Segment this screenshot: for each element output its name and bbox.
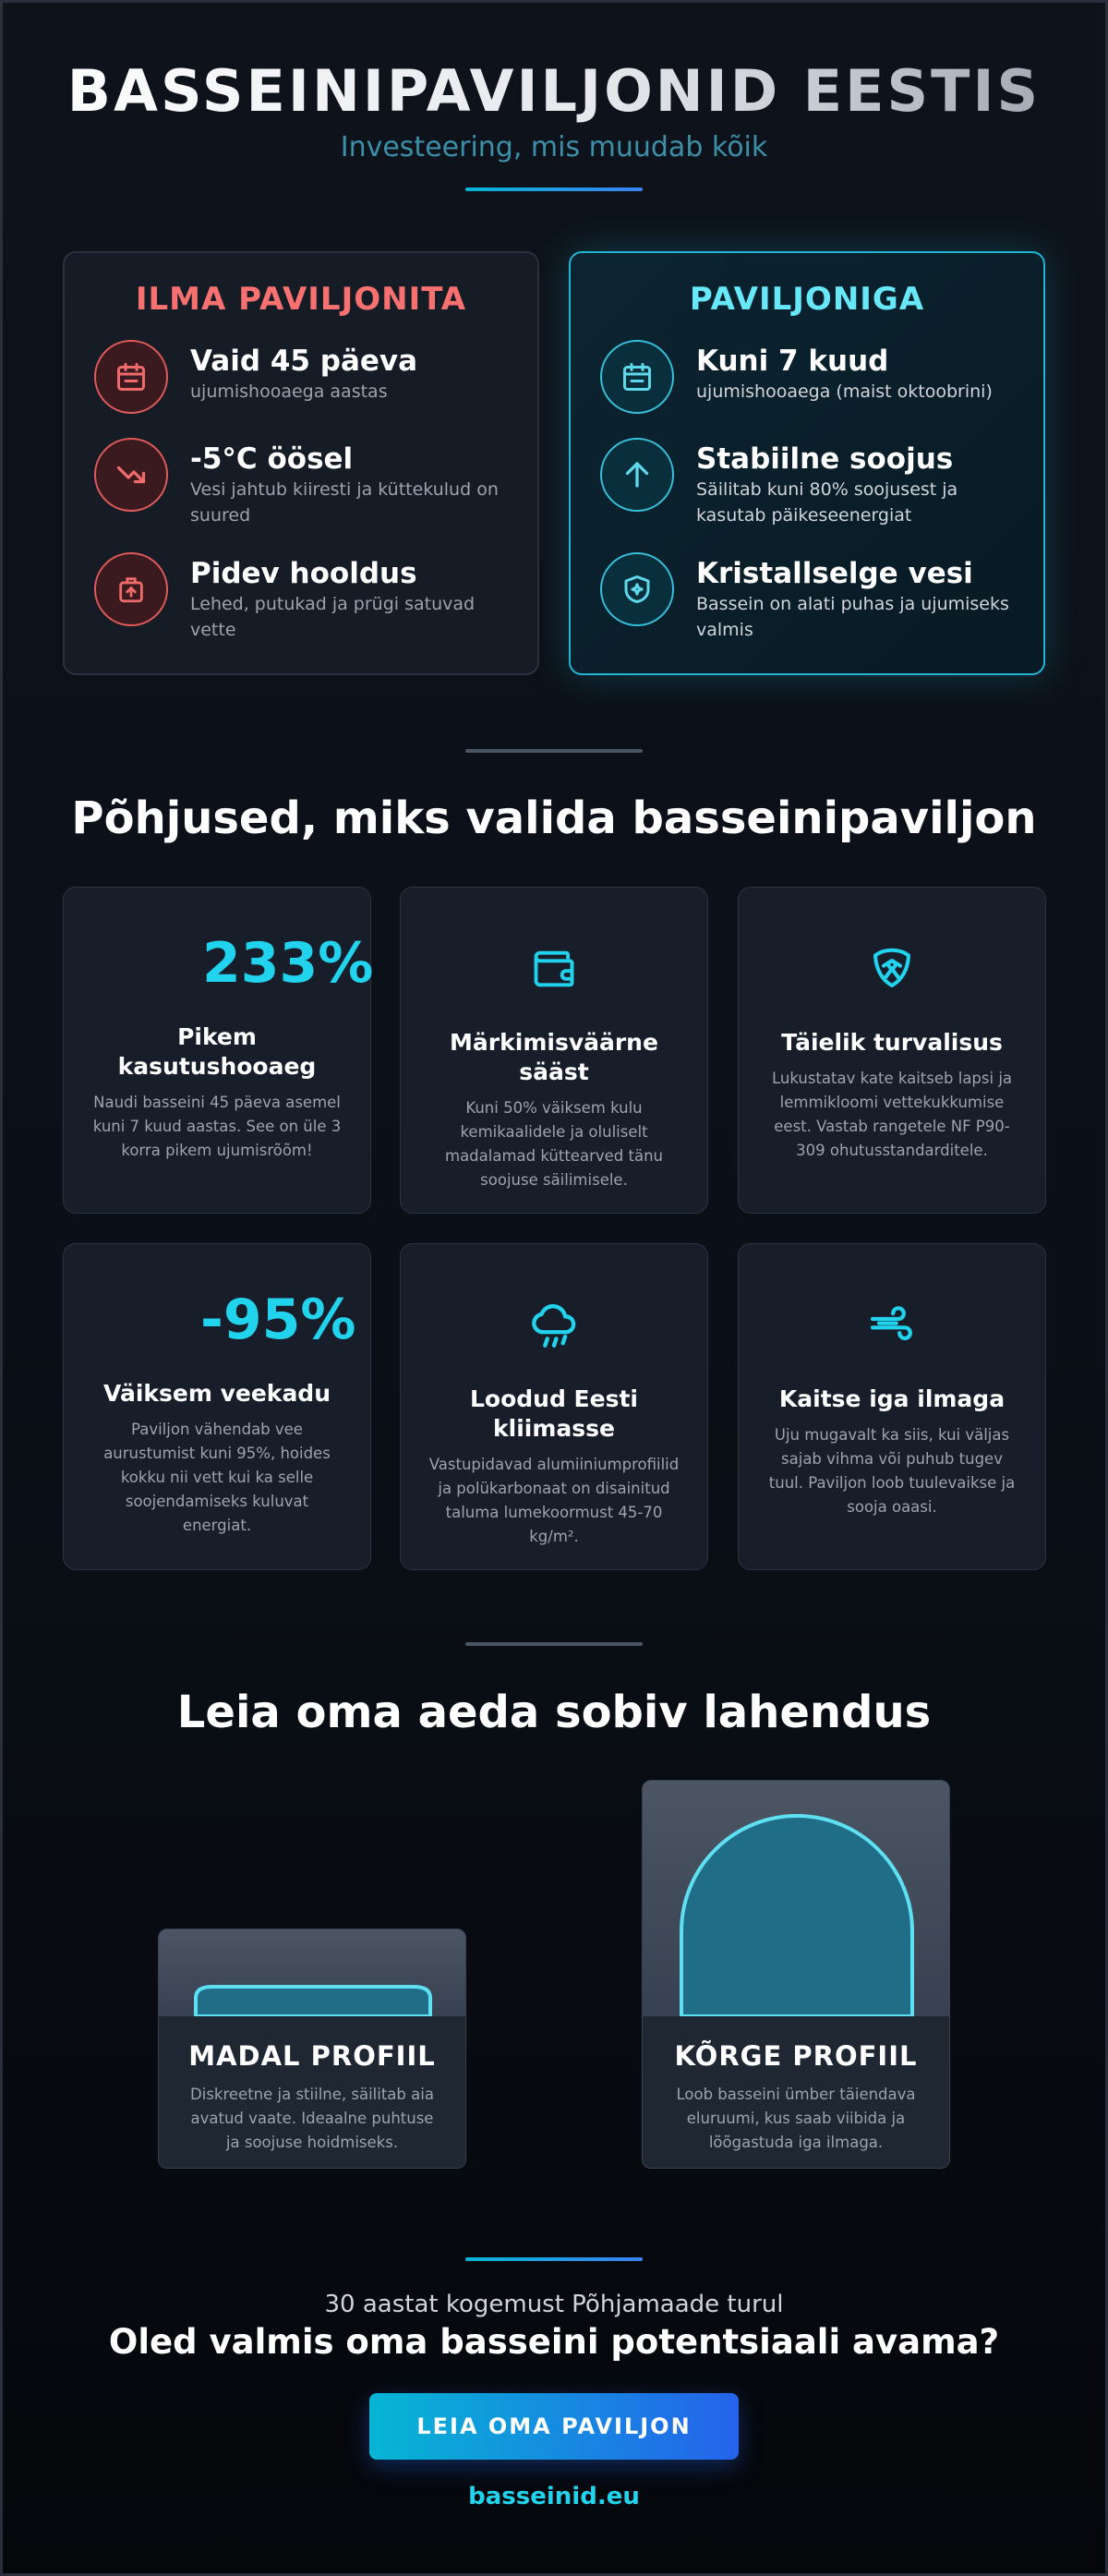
high-profile-card: KÕRGE PROFIIL Loob basseini ümber täiend… [642,1780,950,2169]
without-item: -5°C öösel Vesi jahtub kiiresti ja kütte… [94,438,508,528]
reasons-heading: Põhjused, miks valida basseinipaviljon [71,792,1037,844]
calendar-icon [94,340,168,414]
reason-card-title: Märkimisväärne sääst [450,1029,658,1085]
with-item-title: Kuni 7 kuud [696,345,889,378]
reason-card-desc: Paviljon vähendab vee aurustumist kuni 9… [103,1421,331,1534]
reason-card-title: Loodud Eesti kliimasse [469,1385,638,1442]
reason-card-title: Väiksem veekadu [102,1380,331,1407]
trending-down-icon [94,438,168,512]
low-profile-illustration [159,1929,465,2016]
page-title: BASSEINIPAVILJONID EESTIS [0,57,1108,125]
high-profile-illustration [643,1781,949,2016]
reason-card: 233% Pikem kasutushooaeg Naudi basseini … [63,887,374,1214]
with-item-title: Kristallselge vesi [696,557,973,590]
low-profile-title: MADAL PROFIIL [188,2040,436,2072]
without-item: Vaid 45 päeva ujumishooaega aastas [94,340,508,414]
calendar-icon [600,340,674,414]
high-profile-desc: Loob basseini ümber täiendava eluruumi, … [676,2086,916,2151]
page-subtitle: Investeering, mis muudab kõik [340,131,768,163]
cloud-rain-icon [428,1292,680,1359]
find-pavilion-button[interactable]: LEIA OMA PAVILJON [369,2393,739,2460]
divider [465,187,643,191]
with-item: Kristallselge vesi Bassein on alati puha… [600,552,1014,643]
reason-card-title: Pikem kasutushooaeg [117,1023,317,1080]
with-item-desc: Bassein on alati puhas ja ujumiseks valm… [696,594,1009,640]
arrow-up-icon [600,438,674,512]
shield-sparkle-icon [600,552,674,626]
low-profile-desc: Diskreetne ja stiilne, säilitab aia avat… [190,2086,434,2151]
with-item: Stabiilne soojus Säilitab kuni 80% sooju… [600,438,1014,528]
footer-cta-heading: Oled valmis oma basseini potentsiaali av… [108,2322,1000,2362]
with-pavilion-card: PAVILJONIGA Kuni 7 kuud ujumishooaega (m… [569,251,1045,675]
profiles-heading: Leia oma aeda sobiv lahendus [176,1687,932,1738]
reason-card-desc: Lukustatav kate kaitseb lapsi ja lemmikl… [771,1070,1013,1159]
reason-card-desc: Vastupidavad alumiiniumprofiilid ja polü… [428,1456,680,1545]
without-pavilion-card: ILMA PAVILJONITA Vaid 45 päeva ujumishoo… [63,251,539,675]
high-profile-title: KÕRGE PROFIIL [674,2040,918,2072]
reason-card-desc: Kuni 50% väiksem kulu kemikaalidele ja o… [445,1099,663,1189]
without-item-desc: ujumishooaega aastas [190,381,388,402]
reason-card-desc: Uju mugavalt ka siis, kui väljas sajab v… [768,1426,1016,1516]
stat-value: 233% [202,931,374,996]
reason-card-desc: Naudi basseini 45 päeva asemel kuni 7 ku… [92,1094,342,1159]
reason-card: Täielik turvalisus Lukustatav kate kaits… [738,887,1046,1214]
without-item-desc: Lehed, putukad ja prügi satuvad vette [190,594,476,640]
reason-card: Loodud Eesti kliimasse Vastupidavad alum… [400,1243,708,1570]
without-item-title: -5°C öösel [190,442,354,476]
wind-icon [766,1292,1018,1359]
with-item-desc: Säilitab kuni 80% soojusest ja kasutab p… [696,479,958,526]
with-pavilion-heading: PAVILJONIGA [689,281,925,318]
wallet-icon [428,936,680,1002]
footer-tagline: 30 aastat kogemust Põhjamaade turul [324,2291,784,2318]
with-item-desc: ujumishooaega (maist oktoobrini) [696,381,993,402]
maintenance-icon [94,552,168,626]
without-item-desc: Vesi jahtub kiiresti ja küttekulud on su… [190,479,499,526]
safety-shield-icon [766,936,1018,1002]
low-profile-card: MADAL PROFIIL Diskreetne ja stiilne, säi… [158,1929,466,2169]
reason-card: -95% Väiksem veekadu Paviljon vähendab v… [63,1243,371,1570]
without-item-title: Pidev hooldus [190,557,417,590]
without-item: Pidev hooldus Lehed, putukad ja prügi sa… [94,552,508,643]
reason-card: Kaitse iga ilmaga Uju mugavalt ka siis, … [738,1243,1046,1570]
without-pavilion-heading: ILMA PAVILJONITA [135,281,467,318]
reason-card-title: Kaitse iga ilmaga [778,1385,1006,1412]
with-item: Kuni 7 kuud ujumishooaega (maist oktoobr… [600,340,1014,414]
divider [465,2257,643,2261]
stat-value: -95% [200,1288,356,1352]
reason-card-title: Täielik turvalisus [781,1029,1003,1056]
with-item-title: Stabiilne soojus [696,442,954,476]
website-link[interactable]: basseinid.eu [468,2483,640,2510]
divider [465,1642,643,1646]
reason-card: Märkimisväärne sääst Kuni 50% väiksem ku… [400,887,708,1214]
without-item-title: Vaid 45 päeva [190,345,418,378]
divider [465,749,643,753]
